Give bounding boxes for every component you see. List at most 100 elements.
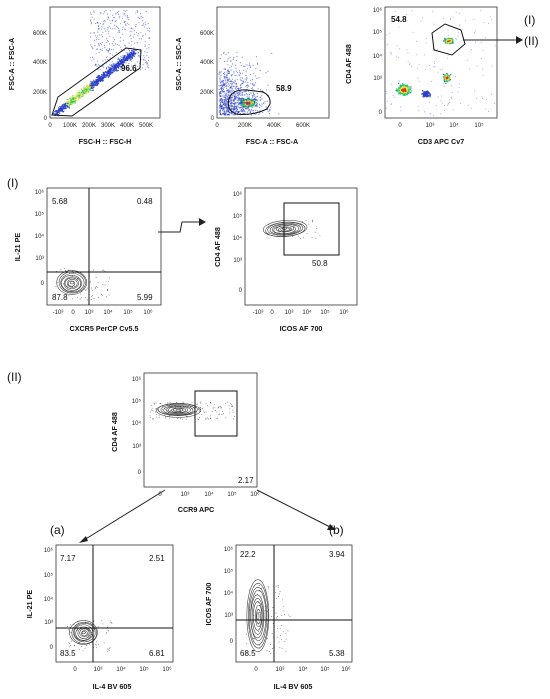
gate-percentage: 58.9 bbox=[276, 84, 292, 93]
section-label-b: (b) bbox=[329, 523, 344, 537]
section-label-i: (I) bbox=[524, 13, 535, 27]
scatter-density bbox=[385, 10, 496, 116]
x-tick-labels: 0 10³ 10⁴ 10⁵ 10⁶ bbox=[73, 666, 172, 673]
section-label-ii: (II) bbox=[7, 370, 22, 384]
y-tick-labels: 0 10³ 10⁴ 10⁵ 10⁶ bbox=[35, 189, 45, 287]
gate-percentage: 96.6 bbox=[121, 64, 137, 73]
contour-plot bbox=[149, 401, 235, 421]
y-tick: 10⁵ bbox=[132, 398, 142, 405]
plot-area bbox=[143, 372, 258, 488]
x-axis-label: ICOS AF 700 bbox=[280, 324, 323, 333]
x-tick: 400K bbox=[267, 123, 281, 129]
x-axis-label: FSC-H :: FSC-H bbox=[79, 137, 132, 146]
x-tick: 10⁶ bbox=[250, 491, 260, 498]
y-tick: 0 bbox=[44, 116, 48, 122]
x-tick: 10⁴ bbox=[449, 122, 459, 129]
x-tick: 10⁴ bbox=[302, 309, 312, 316]
x-tick: 400K bbox=[120, 123, 134, 129]
y-axis-label: CD4 AF 488 bbox=[110, 412, 119, 452]
y-tick: 10⁴ bbox=[373, 53, 383, 60]
x-tick: 10⁶ bbox=[143, 309, 153, 316]
y-tick-labels: 0 200K 400K 600K bbox=[200, 31, 215, 122]
x-tick: 10³ bbox=[426, 123, 435, 129]
panel-cd3-vs-cd4: 54.8 0 10³ 10⁴ 10⁵ 0 10³ 10⁴ 10⁵ 10⁶ CD3… bbox=[344, 6, 539, 146]
section-label-ii: (II) bbox=[524, 34, 539, 48]
x-tick: 10⁵ bbox=[227, 491, 237, 498]
y-tick: 0 bbox=[230, 639, 234, 645]
quadrant-upper-right-pct: 3.94 bbox=[329, 550, 345, 559]
y-tick: 0 bbox=[211, 116, 215, 122]
y-tick: 0 bbox=[239, 288, 243, 294]
x-tick: 100K bbox=[63, 123, 77, 129]
y-tick: 10⁴ bbox=[224, 590, 234, 597]
y-tick-labels: 0 200K 400K 600K bbox=[33, 31, 48, 122]
y-axis-label: SSC-A :: SSC-A bbox=[174, 37, 183, 90]
icos-positive-gate bbox=[283, 202, 340, 256]
x-tick: 10⁵ bbox=[320, 666, 330, 673]
y-tick: 10⁵ bbox=[44, 572, 54, 579]
x-tick-labels: 0 10³ 10⁴ 10⁵ 10⁶ bbox=[254, 666, 351, 673]
y-tick: 10³ bbox=[224, 613, 233, 619]
gate-percentage: 2.17 bbox=[238, 476, 254, 485]
y-tick-labels: 0 10³ 10⁴ 10⁵ 10⁶ bbox=[44, 547, 54, 651]
y-axis-label: FSC-A :: FSC-A bbox=[7, 38, 16, 90]
arrow-head bbox=[79, 536, 88, 543]
panel-ccr9-vs-cd4: 2.17 0 10³ 10⁴ 10⁵ 10⁶ 0 10³ 10⁴ 10⁵ 10⁶… bbox=[110, 372, 260, 514]
plot-area bbox=[384, 6, 498, 119]
x-axis-label: FSC-A :: FSC-A bbox=[246, 137, 298, 146]
arrow-to-panel-a bbox=[83, 489, 166, 541]
x-tick: 10³ bbox=[285, 310, 294, 316]
y-tick: 0 bbox=[138, 470, 142, 476]
quadrant-lower-right-pct: 5.38 bbox=[329, 649, 345, 658]
y-tick: 10³ bbox=[132, 444, 141, 450]
singlet-gate bbox=[51, 47, 142, 117]
y-tick: 10⁵ bbox=[373, 29, 383, 36]
x-tick: 10⁴ bbox=[116, 666, 126, 673]
y-tick-labels: 0 10³ 10⁴ 10⁵ 10⁶ bbox=[132, 376, 142, 476]
y-tick: 200K bbox=[200, 90, 214, 96]
x-axis-label: IL-4 BV 605 bbox=[274, 682, 313, 691]
x-tick: 200K bbox=[82, 123, 96, 129]
x-tick: 500K bbox=[139, 123, 153, 129]
panel-fsc-a-vs-ssc-a: 58.9 0 200K 400K 600K 0 200K 400K 600K F… bbox=[174, 6, 330, 146]
quadrant-lower-left-pct: 83.5 bbox=[60, 649, 76, 658]
x-tick: 0 bbox=[254, 667, 258, 673]
y-tick-labels: 0 10³ 10⁴ 10⁵ 10⁶ bbox=[224, 546, 234, 645]
contour-plot bbox=[67, 619, 113, 652]
x-tick: 600K bbox=[296, 123, 310, 129]
y-axis-label: IL-21 PE bbox=[13, 233, 22, 262]
y-tick: 10³ bbox=[233, 258, 242, 264]
y-tick: 10⁶ bbox=[224, 546, 234, 553]
x-tick: 10⁶ bbox=[162, 666, 172, 673]
scatter-density bbox=[218, 51, 280, 116]
x-tick: 0 bbox=[73, 667, 77, 673]
y-tick: 10⁶ bbox=[132, 376, 142, 383]
panel-cxcr5-vs-il21: 5.68 0.48 87.8 5.99 -10³ 0 10³ 10⁴ 10⁵ 1… bbox=[13, 187, 162, 333]
x-axis-label: CXCR5 PerCP Cv5.5 bbox=[70, 324, 139, 333]
x-tick: 10⁵ bbox=[139, 666, 149, 673]
y-tick: 10⁶ bbox=[44, 547, 54, 554]
quadrant-lower-right-pct: 5.99 bbox=[137, 293, 153, 302]
x-tick: 10⁶ bbox=[341, 666, 351, 673]
y-tick: 400K bbox=[33, 60, 47, 66]
arrow-head bbox=[327, 524, 336, 530]
scatter-density bbox=[52, 9, 151, 117]
x-tick: 10³ bbox=[85, 310, 94, 316]
y-tick: 10³ bbox=[373, 76, 382, 82]
x-tick: 0 bbox=[158, 492, 162, 498]
x-tick: 10⁵ bbox=[474, 122, 484, 129]
contour-plot bbox=[246, 579, 291, 655]
x-tick: 200K bbox=[238, 123, 252, 129]
quadrant-upper-right-pct: 2.51 bbox=[149, 554, 165, 563]
quadrant-upper-right-pct: 0.48 bbox=[137, 197, 153, 206]
y-axis-label: CD4 AF 488 bbox=[344, 44, 353, 84]
x-tick: 10⁴ bbox=[204, 491, 214, 498]
y-tick: 10⁶ bbox=[373, 7, 383, 14]
x-tick-labels: 0 100K 200K 300K 400K 500K bbox=[48, 123, 153, 129]
gate-percentage: 54.8 bbox=[391, 15, 407, 24]
y-tick: 0 bbox=[50, 645, 54, 651]
quadrant-lower-left-pct: 68.5 bbox=[240, 649, 256, 658]
x-tick: 0 bbox=[270, 310, 274, 316]
y-tick: 0 bbox=[41, 281, 45, 287]
